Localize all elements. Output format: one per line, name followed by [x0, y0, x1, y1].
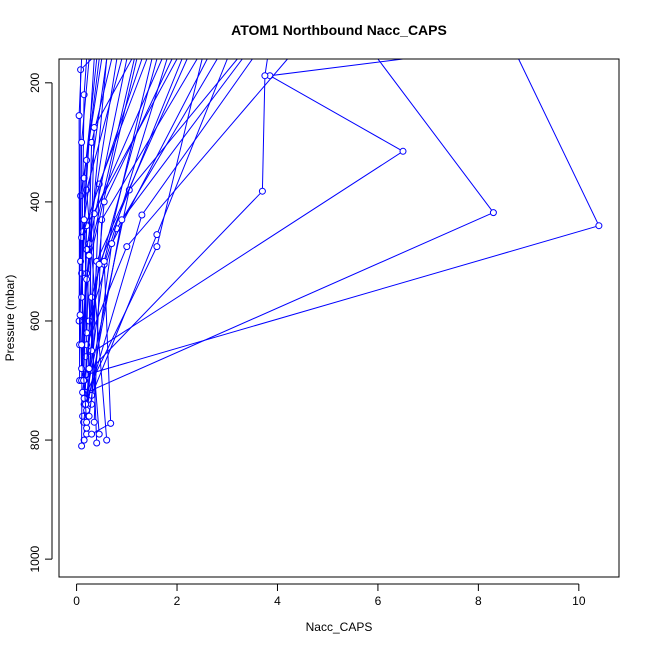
data-point-33-1 — [83, 156, 91, 164]
data-point-38-1 — [76, 311, 84, 319]
y-tick-label-400: 400 — [28, 192, 42, 212]
data-point-12-1 — [153, 231, 161, 239]
plot-frame — [58, 58, 620, 578]
data-point-36-0 — [88, 430, 96, 438]
y-axis-label: Pressure (mbar) — [3, 275, 17, 362]
x-axis-label: Nacc_CAPS — [306, 620, 373, 634]
data-point-36-1 — [107, 419, 115, 427]
data-point-11-1 — [123, 243, 131, 251]
profile-line-36 — [91, 59, 153, 435]
data-point-7-2 — [261, 72, 269, 80]
y-tick-label-600: 600 — [28, 311, 42, 331]
data-point-35-1 — [95, 260, 103, 268]
data-point-25-0 — [80, 394, 88, 402]
data-point-19-1 — [90, 124, 98, 131]
y-tick-label-200: 200 — [28, 72, 42, 92]
data-point-36-2 — [100, 257, 108, 265]
data-point-28-1 — [118, 216, 126, 224]
x-tick-label-10: 10 — [572, 594, 586, 608]
x-axis: 0 2 4 6 8 10 — [73, 583, 586, 608]
data-point-28-0 — [83, 406, 91, 414]
data-point-6-1 — [399, 147, 407, 155]
chart-title: ATOM1 Northbound Nacc_CAPS — [231, 22, 447, 38]
plot-area — [75, 59, 603, 450]
data-point-2-0 — [103, 436, 111, 444]
data-point-7-1 — [258, 187, 266, 195]
data-point-5-1 — [489, 209, 497, 217]
data-point-22-0 — [83, 424, 91, 432]
x-tick-label-8: 8 — [475, 594, 482, 608]
data-point-14-0 — [88, 400, 96, 408]
profile-line-7 — [85, 59, 268, 375]
data-point-18-1 — [75, 112, 83, 120]
data-point-38-2 — [80, 216, 88, 224]
data-point-39-0 — [83, 418, 91, 426]
y-tick-label-800: 800 — [28, 430, 42, 450]
profile-line-5 — [86, 59, 495, 393]
y-tick-label-1000: 1000 — [28, 545, 42, 572]
data-point-34-0 — [85, 365, 93, 373]
data-point-1-1 — [153, 243, 161, 251]
data-point-20-0 — [93, 439, 101, 447]
series-group — [75, 59, 603, 450]
data-point-8-1 — [138, 211, 146, 219]
data-point-32-1 — [78, 138, 86, 146]
profile-line-39 — [81, 59, 135, 423]
x-tick-label-0: 0 — [73, 594, 80, 608]
x-tick-label-2: 2 — [174, 594, 181, 608]
data-point-30-0 — [88, 347, 96, 355]
x-tick-label-4: 4 — [274, 594, 281, 608]
data-point-23-0 — [90, 418, 98, 426]
data-point-39-2 — [85, 252, 93, 259]
profile-line-6 — [85, 59, 404, 358]
data-point-25-1 — [88, 293, 96, 301]
data-point-4-1 — [595, 222, 603, 230]
data-point-39-1 — [78, 341, 86, 349]
data-point-3-0 — [80, 436, 88, 444]
y-axis: 200 400 600 800 1000 — [28, 72, 53, 572]
data-point-27-1 — [108, 240, 116, 248]
data-point-24-0 — [95, 430, 103, 438]
data-point-27-0 — [85, 412, 93, 420]
data-point-33-0 — [78, 293, 86, 301]
x-tick-label-6: 6 — [375, 594, 382, 608]
data-point-21-0 — [78, 442, 86, 450]
